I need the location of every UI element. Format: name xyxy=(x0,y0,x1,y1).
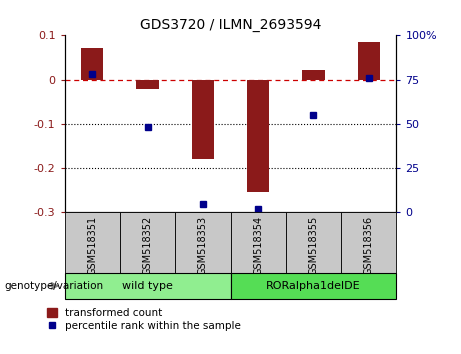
Text: GSM518354: GSM518354 xyxy=(253,215,263,275)
Text: genotype/variation: genotype/variation xyxy=(5,281,104,291)
Legend: transformed count, percentile rank within the sample: transformed count, percentile rank withi… xyxy=(47,308,241,331)
Bar xyxy=(230,273,396,299)
Bar xyxy=(341,212,396,273)
Bar xyxy=(192,80,214,159)
Bar xyxy=(286,212,341,273)
Text: GSM518355: GSM518355 xyxy=(308,215,319,275)
Bar xyxy=(81,48,103,80)
Text: GSM518351: GSM518351 xyxy=(87,215,97,275)
Bar xyxy=(120,212,175,273)
Bar xyxy=(175,212,230,273)
Text: wild type: wild type xyxy=(122,281,173,291)
Bar xyxy=(65,273,230,299)
Bar xyxy=(230,212,286,273)
Bar xyxy=(136,80,159,89)
Text: RORalpha1delDE: RORalpha1delDE xyxy=(266,281,361,291)
Text: GSM518353: GSM518353 xyxy=(198,215,208,275)
Text: GSM518356: GSM518356 xyxy=(364,215,374,275)
Title: GDS3720 / ILMN_2693594: GDS3720 / ILMN_2693594 xyxy=(140,18,321,32)
Bar xyxy=(302,70,325,80)
Bar xyxy=(247,80,269,193)
Bar xyxy=(65,212,120,273)
Bar xyxy=(358,42,380,80)
Text: GSM518352: GSM518352 xyxy=(142,215,153,275)
